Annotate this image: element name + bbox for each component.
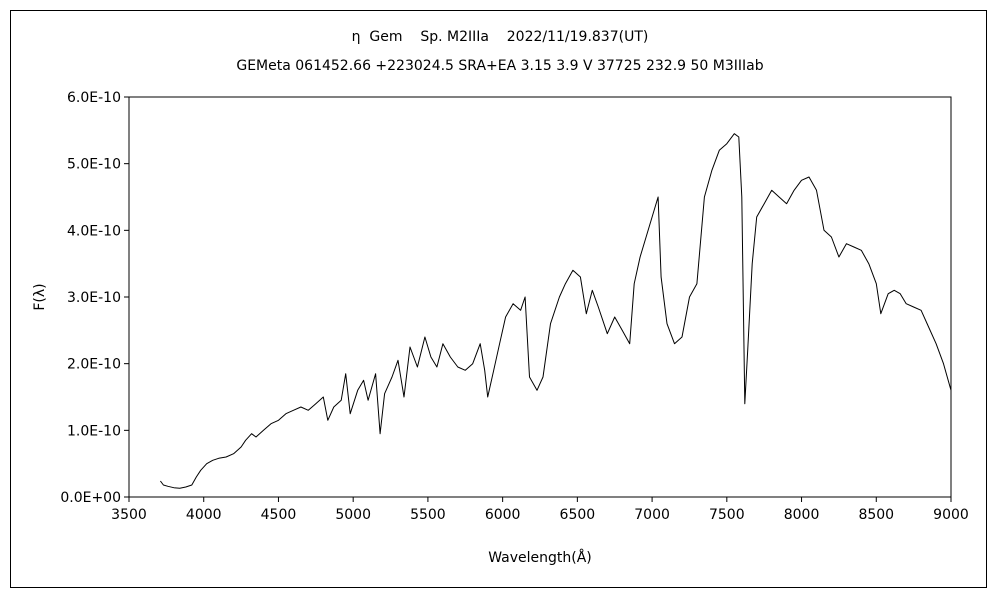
chart-subtitle: GEMeta 061452.66 +223024.5 SRA+EA 3.15 3…: [236, 58, 764, 74]
x-tick-label: 8500: [858, 507, 894, 523]
y-tick-label: 3.0E-10: [67, 290, 121, 306]
spectrum-line: [159, 133, 952, 489]
y-tick-label: 0.0E+00: [60, 490, 121, 506]
x-tick-label: 6500: [560, 507, 596, 523]
x-tick-label: 4500: [261, 507, 297, 523]
y-axis-label: F(λ): [32, 283, 48, 310]
x-tick-label: 3500: [111, 507, 147, 523]
x-tick-label: 5500: [410, 507, 446, 523]
x-axis-label: Wavelength(Å): [488, 549, 592, 566]
x-tick-label: 6000: [485, 507, 521, 523]
series-layer: [159, 133, 952, 489]
tick-group: 3500 4000 4500 5000 5500 6000 6500 7000 7500 8000…: [60, 90, 968, 523]
y-tick-label: 4.0E-10: [67, 223, 121, 239]
x-tick-label: 5000: [335, 507, 371, 523]
x-tick-label: 8000: [784, 507, 820, 523]
y-tick-label: 2.0E-10: [67, 357, 121, 373]
chart-title: η Gem Sp. M2IIIa 2022/11/19.837(UT): [351, 29, 649, 45]
y-tick-label: 6.0E-10: [67, 90, 121, 106]
x-tick-label: 7000: [634, 507, 670, 523]
chart-frame: [10, 10, 987, 588]
y-tick-label: 5.0E-10: [67, 157, 121, 173]
y-tick-label: 1.0E-10: [67, 423, 121, 439]
plot-area: [128, 96, 952, 498]
x-tick-label: 9000: [933, 507, 969, 523]
x-tick-label: 7500: [709, 507, 745, 523]
x-tick-label: 4000: [186, 507, 222, 523]
